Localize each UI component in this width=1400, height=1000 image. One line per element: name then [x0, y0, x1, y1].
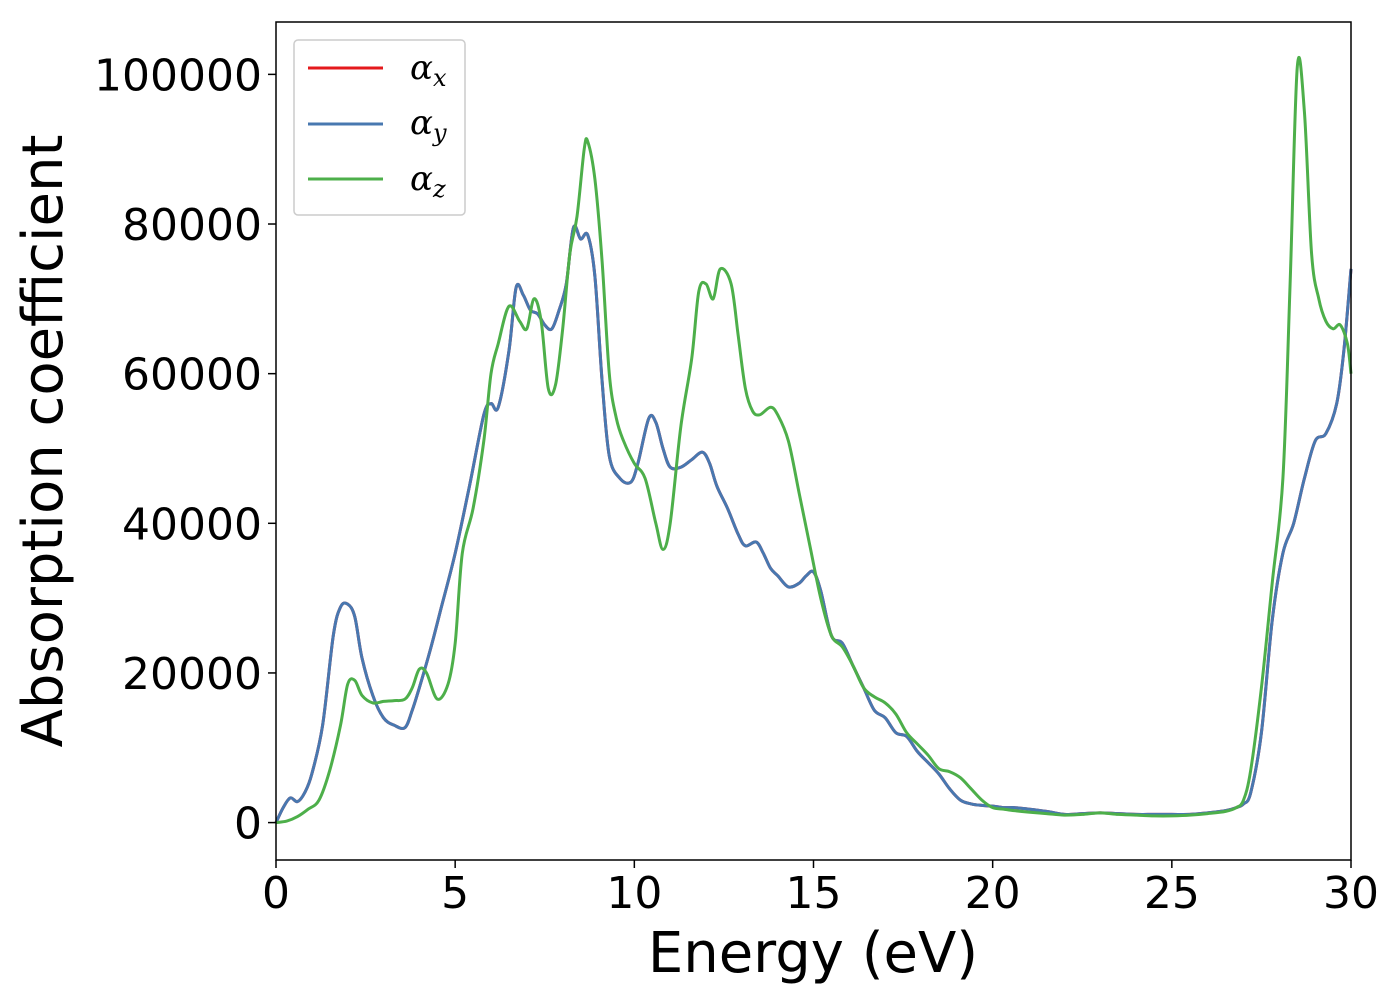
legend-label-x: αx: [410, 48, 447, 92]
x-tick-label: 30: [1323, 868, 1379, 919]
y-axis: 0 20000 40000 60000 80000 100000: [94, 50, 276, 850]
legend-label-z: αz: [410, 159, 446, 203]
x-axis-label: Energy (eV): [648, 921, 978, 986]
legend-box: [293, 39, 466, 216]
x-tick-label: 0: [262, 868, 290, 919]
legend: αx αy αz: [293, 39, 466, 216]
x-tick-label: 20: [965, 868, 1021, 919]
y-tick-label: 20000: [122, 649, 262, 700]
x-axis: 0 5 10 15 20 25 30: [262, 860, 1379, 919]
legend-label-y: αy: [410, 103, 447, 147]
y-tick-label: 0: [234, 799, 262, 850]
x-tick-label: 25: [1144, 868, 1200, 919]
y-tick-label: 60000: [122, 350, 262, 401]
series-line-z: [275, 56, 1353, 825]
y-tick-label: 80000: [122, 200, 262, 251]
plot-area: [274, 56, 1353, 825]
x-tick-label: 15: [786, 868, 842, 919]
y-tick-label: 100000: [94, 50, 262, 101]
y-axis-label: Absorption coefficient: [11, 135, 76, 748]
x-tick-label: 10: [606, 868, 662, 919]
y-tick-label: 40000: [122, 499, 262, 550]
x-tick-label: 5: [441, 868, 469, 919]
